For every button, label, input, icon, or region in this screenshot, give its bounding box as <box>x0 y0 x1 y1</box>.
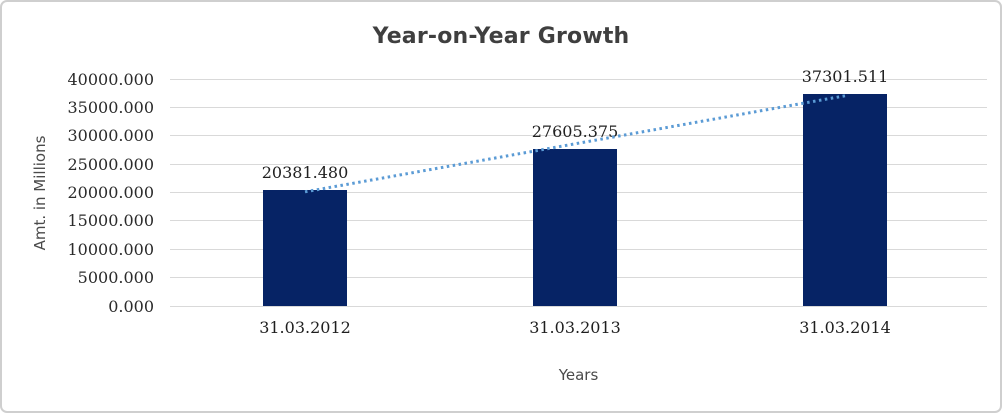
y-tick-label: 40000.000 <box>67 69 154 89</box>
y-tick-label: 0.000 <box>108 296 154 316</box>
x-tick-label: 31.03.2012 <box>259 318 351 337</box>
bar <box>263 190 347 306</box>
y-tick-label: 30000.000 <box>67 126 154 146</box>
bar <box>803 94 887 306</box>
bar-value-label: 27605.375 <box>531 122 619 142</box>
bar <box>533 149 617 306</box>
x-tick-label: 31.03.2013 <box>529 318 621 337</box>
bar-value-label: 20381.480 <box>261 163 349 183</box>
gridline <box>170 305 987 307</box>
x-tick-label: 31.03.2014 <box>799 318 891 337</box>
y-tick-label: 20000.000 <box>67 183 154 202</box>
gridline <box>170 78 987 80</box>
y-tick-label: 25000.000 <box>67 154 154 174</box>
x-axis-title: Years <box>558 366 599 384</box>
y-tick-label: 10000.000 <box>67 239 154 259</box>
y-tick-label: 15000.000 <box>67 211 154 231</box>
y-tick-label: 5000.000 <box>77 268 154 288</box>
y-tick-label: 35000.000 <box>67 97 154 117</box>
plot-area <box>170 78 987 307</box>
chart-title: Year-on-Year Growth <box>372 24 630 49</box>
bar-value-label: 37301.511 <box>801 67 889 87</box>
